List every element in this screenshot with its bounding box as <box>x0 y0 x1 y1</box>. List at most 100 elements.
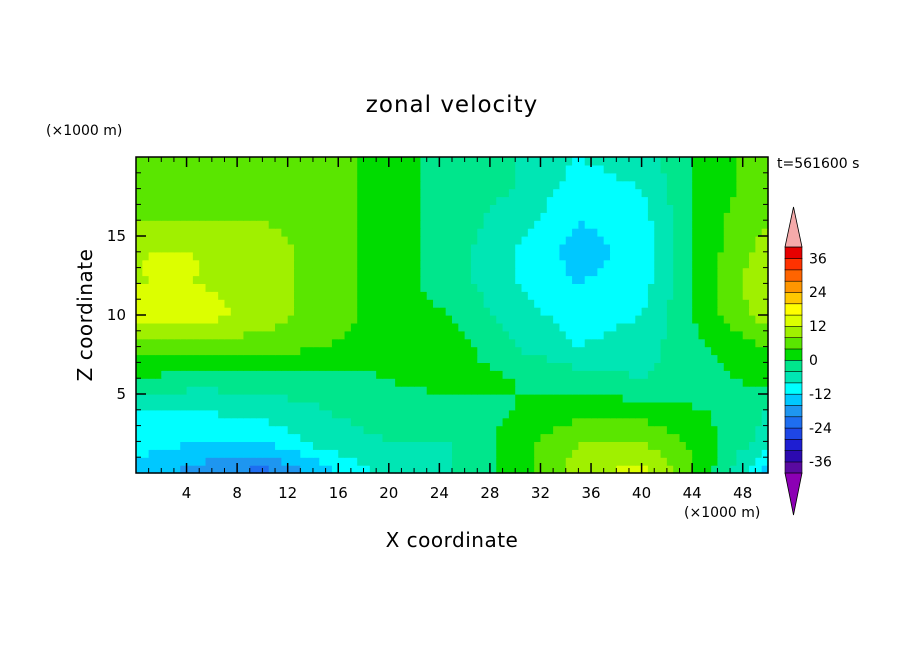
heatmap-cell <box>186 188 194 198</box>
heatmap-cell <box>496 386 504 395</box>
heatmap-cell <box>749 220 756 229</box>
heatmap-cell <box>736 378 744 387</box>
heatmap-cell <box>357 172 365 182</box>
heatmap-cell <box>344 370 352 379</box>
heatmap-cell <box>717 275 725 284</box>
heatmap-cell <box>704 315 712 324</box>
heatmap-cell <box>654 172 662 182</box>
heatmap-cell <box>553 449 561 458</box>
heatmap-cell <box>755 259 763 269</box>
heatmap-cell <box>142 457 150 466</box>
heatmap-cell <box>344 322 352 332</box>
heatmap-cell <box>761 164 769 174</box>
heatmap-cell <box>540 354 548 363</box>
heatmap-cell <box>647 394 655 403</box>
heatmap-cell <box>730 299 737 308</box>
heatmap-cell <box>433 164 440 174</box>
heatmap-cell <box>161 401 169 411</box>
heatmap-cell <box>382 212 390 221</box>
heatmap-cell <box>445 172 453 182</box>
heatmap-cell <box>610 251 617 261</box>
heatmap-cell <box>344 346 352 356</box>
heatmap-cell <box>527 401 535 411</box>
heatmap-cell <box>154 346 162 356</box>
heatmap-cell <box>243 243 251 253</box>
heatmap-cell <box>742 370 750 379</box>
heatmap-cell <box>407 172 415 182</box>
heatmap-cell <box>142 386 150 395</box>
heatmap-cell <box>559 251 567 261</box>
heatmap-cell <box>761 307 769 316</box>
heatmap-cell <box>445 157 453 166</box>
heatmap-cell <box>628 433 636 442</box>
heatmap-cell <box>249 346 257 356</box>
heatmap-cell <box>685 188 693 198</box>
heatmap-cell <box>698 401 706 411</box>
heatmap-cell <box>268 465 276 474</box>
heatmap-cell <box>452 362 459 371</box>
heatmap-cell <box>243 275 251 284</box>
heatmap-cell <box>161 267 169 277</box>
heatmap-cell <box>319 157 327 166</box>
heatmap-cell <box>553 243 561 253</box>
heatmap-cell <box>420 362 428 371</box>
heatmap-cell <box>180 172 188 182</box>
heatmap-cell <box>502 457 510 466</box>
heatmap-cell <box>306 228 314 237</box>
heatmap-cell <box>749 212 756 221</box>
heatmap-cell <box>331 291 339 300</box>
heatmap-cell <box>256 172 263 182</box>
heatmap-cell <box>508 291 516 300</box>
heatmap-cell <box>167 157 175 166</box>
heatmap-cell <box>489 441 497 450</box>
heatmap-cell <box>344 236 352 245</box>
heatmap-cell <box>142 378 150 387</box>
heatmap-cell <box>761 212 769 221</box>
heatmap-cell <box>704 409 712 419</box>
heatmap-cell <box>730 196 737 205</box>
heatmap-cell <box>154 433 162 442</box>
heatmap-cell <box>698 267 706 277</box>
heatmap-cell <box>685 315 693 324</box>
heatmap-cell <box>578 299 586 308</box>
heatmap-cell <box>173 204 181 213</box>
heatmap-cell <box>275 441 282 450</box>
heatmap-cell <box>325 330 333 340</box>
heatmap-cell <box>199 449 207 458</box>
heatmap-cell <box>452 394 459 403</box>
heatmap-cell <box>597 346 605 356</box>
heatmap-cell <box>395 212 403 221</box>
heatmap-cell <box>243 465 251 474</box>
heatmap-cell <box>591 251 598 261</box>
heatmap-cell <box>597 362 605 371</box>
heatmap-cell <box>445 228 453 237</box>
heatmap-cell <box>173 180 181 190</box>
heatmap-cell <box>742 378 750 387</box>
heatmap-cell <box>243 457 251 466</box>
heatmap-cell <box>344 196 352 205</box>
heatmap-cell <box>433 243 440 253</box>
x-tick-label: 4 <box>182 484 192 502</box>
heatmap-cell <box>136 228 143 237</box>
heatmap-cell <box>433 401 440 411</box>
heatmap-cell <box>489 220 497 229</box>
heatmap-cell <box>433 457 440 466</box>
heatmap-cell <box>369 330 377 340</box>
heatmap-cell <box>521 251 529 261</box>
heatmap-cell <box>237 370 245 379</box>
heatmap-cell <box>622 220 630 229</box>
heatmap-cell <box>502 204 510 213</box>
heatmap-cell <box>578 370 586 379</box>
heatmap-cell <box>464 299 472 308</box>
heatmap-cell <box>742 457 750 466</box>
heatmap-cell <box>136 180 143 190</box>
heatmap-cell <box>136 465 143 474</box>
heatmap-cell <box>192 338 200 348</box>
heatmap-cell <box>192 417 200 427</box>
heatmap-cell <box>534 228 542 237</box>
heatmap-cell <box>382 220 390 229</box>
heatmap-cell <box>635 315 643 324</box>
heatmap-cell <box>704 433 712 442</box>
heatmap-cell <box>294 307 301 316</box>
heatmap-cell <box>154 212 162 221</box>
